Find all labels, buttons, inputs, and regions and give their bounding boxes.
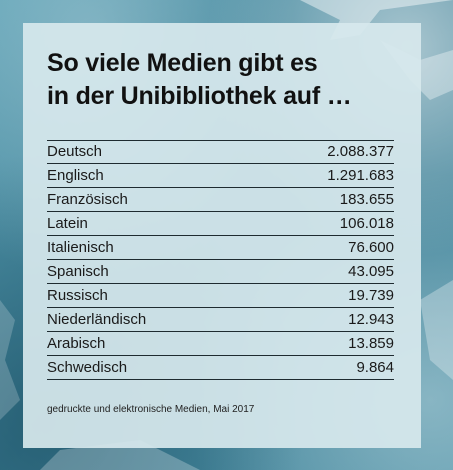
language-label: Spanisch [47, 263, 109, 280]
table-row: Arabisch 13.859 [47, 332, 394, 356]
language-label: Englisch [47, 167, 104, 184]
media-count: 43.095 [348, 263, 394, 280]
media-count: 9.864 [356, 359, 394, 376]
media-count: 12.943 [348, 311, 394, 328]
language-label: Niederländisch [47, 311, 147, 328]
media-count: 183.655 [339, 191, 394, 208]
table-row: Russisch 19.739 [47, 284, 394, 308]
media-count: 76.600 [348, 239, 394, 256]
title-line-1: So viele Medien gibt es [47, 49, 318, 77]
language-label: Französisch [47, 191, 128, 208]
language-label: Russisch [47, 287, 108, 304]
table-row: Italienisch 76.600 [47, 236, 394, 260]
table-row: Niederländisch 12.943 [47, 308, 394, 332]
title-line-2: in der Unibibliothek auf … [47, 82, 352, 110]
table-row: Latein 106.018 [47, 212, 394, 236]
language-label: Latein [47, 215, 88, 232]
media-count: 13.859 [348, 335, 394, 352]
language-label: Deutsch [47, 143, 103, 160]
language-label: Schwedisch [47, 359, 128, 376]
media-count: 19.739 [348, 287, 394, 304]
table-row: Englisch 1.291.683 [47, 164, 394, 188]
table-row: Schwedisch 9.864 [47, 356, 394, 380]
table-row: Französisch 183.655 [47, 188, 394, 212]
language-table: Deutsch 2.088.377 Englisch 1.291.683 Fra… [47, 140, 394, 380]
media-count: 106.018 [339, 215, 394, 232]
table-row: Spanisch 43.095 [47, 260, 394, 284]
media-count: 1.291.683 [327, 167, 394, 184]
footnote: gedruckte und elektronische Medien, Mai … [47, 404, 255, 415]
language-label: Italienisch [47, 239, 114, 256]
language-label: Arabisch [47, 335, 106, 352]
media-count: 2.088.377 [327, 143, 394, 160]
table-row: Deutsch 2.088.377 [47, 140, 394, 164]
media-panel: So viele Medien gibt es in der Unibiblio… [23, 23, 421, 448]
page-title: So viele Medien gibt es in der Unibiblio… [47, 47, 407, 113]
